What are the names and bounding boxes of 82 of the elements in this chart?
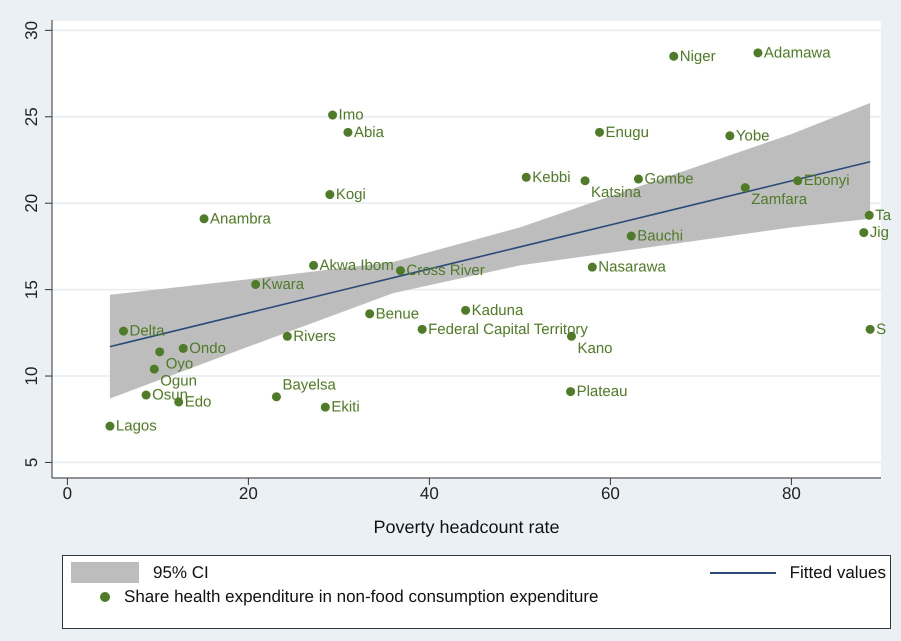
annotation: Akwa Ibom <box>320 256 394 274</box>
point <box>588 262 597 272</box>
point <box>418 324 427 334</box>
annotation: Adamawa <box>764 44 832 62</box>
annotation: Enugu <box>606 124 649 141</box>
point <box>522 172 531 182</box>
point <box>396 266 405 276</box>
y-tick-label: 15 <box>22 280 41 300</box>
annotation: Ta <box>875 206 892 224</box>
point <box>343 128 352 137</box>
annotation: Rivers <box>293 328 336 345</box>
point <box>282 332 292 341</box>
annotation: Abia <box>354 124 385 141</box>
point <box>325 190 334 200</box>
annotation: Katsina <box>591 184 642 202</box>
annotation: Nasarawa <box>598 258 666 276</box>
text: 95% CI <box>153 562 209 582</box>
annotation: Zamfara <box>751 191 808 208</box>
point <box>155 347 164 356</box>
annotation: Plateau <box>576 383 628 400</box>
annotation: Ogun <box>160 372 197 390</box>
point <box>178 344 188 353</box>
x-tick-label: 60 <box>600 484 620 504</box>
point <box>566 387 576 396</box>
annotation: Edo <box>184 393 212 410</box>
y-tick-label: 25 <box>22 107 41 126</box>
x-axis-title: Poverty headcount rate <box>373 517 560 537</box>
annotation: Kwara <box>262 276 305 293</box>
legend-label: Fitted values <box>790 562 886 582</box>
annotation: S <box>876 320 886 338</box>
annotation: Niger <box>680 48 716 65</box>
y-tick-label: 10 <box>22 366 41 386</box>
point <box>150 364 159 374</box>
point <box>272 392 281 402</box>
point <box>328 110 338 120</box>
annotation: Ondo <box>189 340 226 357</box>
x-tick-label: 20 <box>238 484 258 504</box>
point <box>626 232 636 241</box>
point <box>461 306 470 315</box>
annotation: Jig <box>870 224 889 242</box>
annotation: Benue <box>376 305 420 322</box>
annotation: Bauchi <box>637 228 684 245</box>
point <box>105 422 114 431</box>
annotation: Ekiti <box>331 398 360 416</box>
point <box>365 309 374 318</box>
x-tick-label: 80 <box>782 484 801 504</box>
y-tick-label: 30 <box>22 20 41 40</box>
point <box>118 326 128 336</box>
point <box>595 128 604 137</box>
y-tick-label: 20 <box>22 194 41 213</box>
point <box>320 402 330 412</box>
point <box>753 48 762 58</box>
y-tick-label: 5 <box>22 458 41 468</box>
point <box>200 214 209 224</box>
annotation: Kano <box>577 340 613 357</box>
point <box>793 176 802 186</box>
point <box>251 280 260 289</box>
annotation: Bayelsa <box>282 376 336 394</box>
annotation: Kogi <box>336 186 366 204</box>
annotation: Yobe <box>736 127 770 144</box>
annotation: Kaduna <box>472 302 524 319</box>
point <box>142 390 151 400</box>
annotation: Gombe <box>644 170 694 188</box>
x-tick-label: 40 <box>420 484 439 504</box>
point <box>740 183 750 192</box>
annotation: Ebonyi <box>804 172 850 190</box>
annotation: Oyo <box>166 355 194 372</box>
point <box>866 324 875 334</box>
legend-label: Share health expenditure in non-food consumption expenditure <box>124 587 598 607</box>
annotation: Lagos <box>116 418 157 435</box>
point <box>864 210 874 220</box>
point <box>580 176 590 186</box>
x-tick-label: 0 <box>62 484 72 504</box>
point <box>309 260 318 270</box>
annotation: Kebbi <box>532 168 571 186</box>
annotation: Anambra <box>210 210 272 228</box>
point <box>669 52 678 61</box>
annotation: Imo <box>338 106 364 124</box>
annotation: Delta <box>129 322 166 340</box>
point <box>634 174 643 184</box>
point <box>725 131 734 140</box>
point <box>859 228 868 238</box>
